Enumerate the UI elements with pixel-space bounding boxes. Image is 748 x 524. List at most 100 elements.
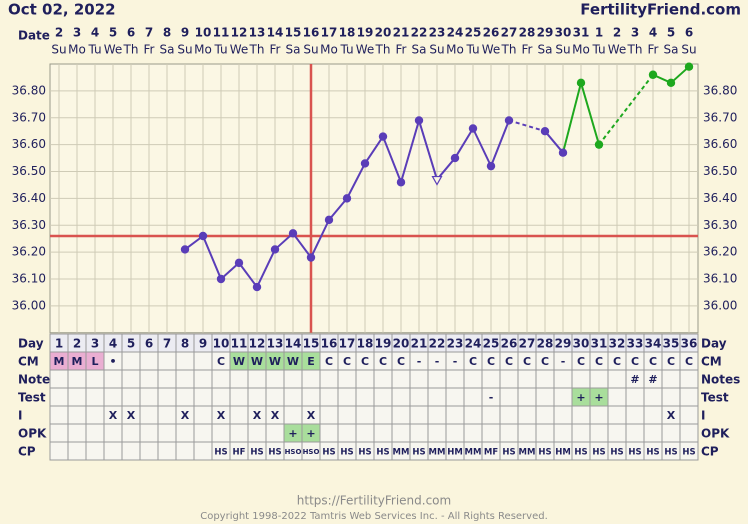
- cell-text: C: [577, 355, 585, 368]
- temp-segment: [544, 130, 564, 154]
- table-cell: [589, 405, 609, 425]
- date: 16: [303, 26, 320, 40]
- temp-segment: [382, 136, 402, 183]
- cell-text: HM: [555, 448, 571, 458]
- weekday: Sa: [538, 43, 553, 57]
- table-cell: [625, 387, 645, 407]
- table-cell: [103, 441, 123, 461]
- table-cell: [319, 423, 339, 443]
- cell-text: MM: [393, 448, 410, 458]
- table-cell: [175, 369, 195, 389]
- cell-text: HS: [682, 448, 695, 458]
- table-cell: [121, 423, 141, 443]
- table-cell: [589, 423, 609, 443]
- weekday: Th: [249, 43, 265, 57]
- date: 4: [91, 26, 99, 40]
- cell-text: L: [91, 355, 98, 368]
- temp-point: [324, 215, 334, 225]
- y-tick-label-right: 36.20: [703, 245, 737, 259]
- date-label: Date: [18, 29, 50, 43]
- temp-segment: [562, 82, 582, 153]
- table-cell: [679, 441, 699, 461]
- table-cell: [535, 405, 555, 425]
- table-cell: [337, 369, 357, 389]
- row-label-right: Notes: [701, 373, 740, 387]
- day-number: 15: [303, 337, 320, 351]
- temp-segment: [256, 249, 276, 288]
- table-cell: [301, 369, 321, 389]
- day-number: 26: [501, 337, 518, 351]
- cell-text: C: [469, 355, 477, 368]
- table-cell: [427, 387, 447, 407]
- table-cell: [589, 369, 609, 389]
- table-cell: [229, 387, 249, 407]
- table-cell: [409, 405, 429, 425]
- row-label: Notes: [18, 373, 57, 387]
- date: 21: [393, 26, 410, 40]
- table-cell: [391, 387, 411, 407]
- table-cell: [607, 423, 627, 443]
- cell-text: C: [487, 355, 495, 368]
- table-cell: [247, 423, 267, 443]
- table-cell: [157, 369, 177, 389]
- day-number: 8: [181, 337, 189, 351]
- table-cell: [319, 369, 339, 389]
- y-tick-label-right: 36.10: [703, 272, 737, 286]
- row-label-right: CP: [701, 445, 719, 459]
- day-number: 27: [519, 337, 536, 351]
- weekday: Fr: [270, 43, 281, 57]
- table-cell: [481, 405, 501, 425]
- temp-segment: [472, 128, 492, 167]
- table-cell: [409, 387, 429, 407]
- temp-segment: [454, 127, 474, 159]
- date: 26: [483, 26, 500, 40]
- temp-segment: [238, 262, 258, 288]
- temp-point-open: [431, 175, 443, 186]
- cell-text: X: [307, 409, 316, 422]
- table-cell: [445, 387, 465, 407]
- table-cell: [85, 441, 105, 461]
- date: 9: [181, 26, 189, 40]
- table-cell: [535, 387, 555, 407]
- table-cell: [121, 387, 141, 407]
- cell-text: X: [127, 409, 136, 422]
- day-number: 24: [465, 337, 482, 351]
- table-cell: [445, 405, 465, 425]
- table-cell: [445, 423, 465, 443]
- date: 20: [375, 26, 392, 40]
- weekday: We: [608, 43, 627, 57]
- table-cell: [121, 369, 141, 389]
- day-number: 32: [609, 337, 626, 351]
- temp-segment: [598, 74, 654, 146]
- footer-url: https://FertilityFriend.com: [297, 494, 451, 508]
- weekday: Mo: [446, 43, 464, 57]
- cell-text: -: [435, 355, 440, 368]
- weekday: Fr: [396, 43, 407, 57]
- table-cell: [535, 423, 555, 443]
- table-cell: [355, 423, 375, 443]
- weekday: Sa: [160, 43, 175, 57]
- table-cell: [157, 423, 177, 443]
- temp-point: [234, 258, 244, 268]
- weekday: We: [104, 43, 123, 57]
- day-number: 31: [591, 337, 608, 351]
- day-number: 5: [127, 337, 135, 351]
- day-number: 3: [91, 337, 99, 351]
- day-number: 35: [663, 337, 680, 351]
- table-cell: [679, 369, 699, 389]
- date: 13: [249, 26, 266, 40]
- table-cell: [193, 387, 213, 407]
- day-number: 12: [249, 337, 266, 351]
- table-cell: [355, 369, 375, 389]
- date: 25: [465, 26, 482, 40]
- cell-text: W: [251, 355, 263, 368]
- table-cell: [391, 369, 411, 389]
- day-number: 2: [73, 337, 81, 351]
- table-cell: [535, 369, 555, 389]
- temp-point: [504, 116, 514, 125]
- cell-text: MM: [465, 448, 482, 458]
- y-tick-label: 36.40: [12, 191, 46, 205]
- table-cell: [49, 441, 69, 461]
- date: 30: [555, 26, 572, 40]
- cell-text: C: [595, 355, 603, 368]
